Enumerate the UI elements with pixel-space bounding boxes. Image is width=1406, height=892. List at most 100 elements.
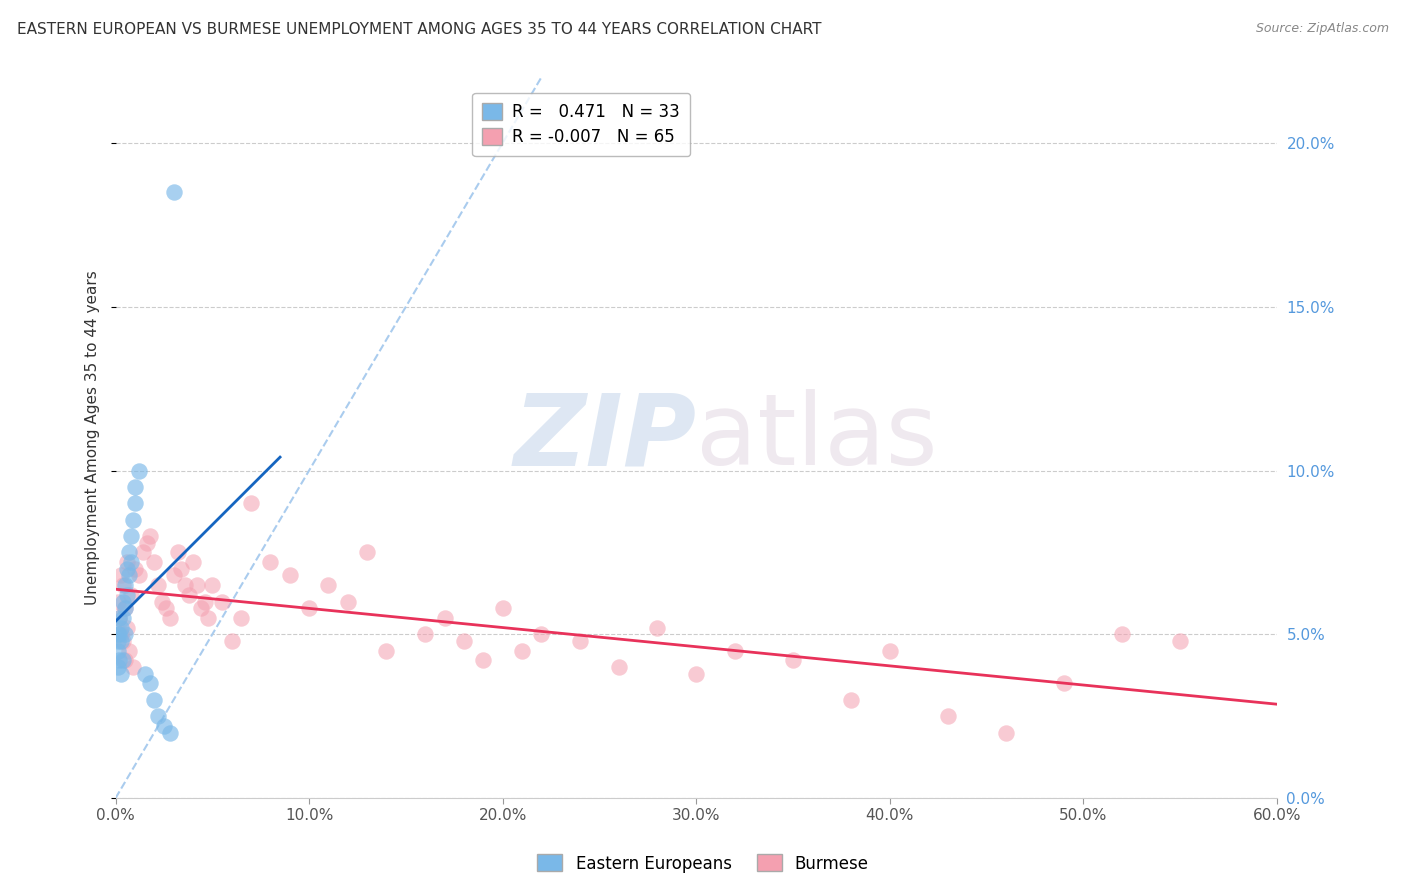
Point <box>139 529 162 543</box>
Point <box>336 594 359 608</box>
Point <box>108 611 131 625</box>
Point <box>994 725 1017 739</box>
Point <box>115 555 138 569</box>
Point <box>186 578 208 592</box>
Point <box>107 594 129 608</box>
Point <box>118 545 141 559</box>
Point <box>112 633 135 648</box>
Point <box>112 578 135 592</box>
Point <box>120 588 142 602</box>
Point <box>112 594 135 608</box>
Point <box>107 627 129 641</box>
Point <box>259 555 281 569</box>
Point <box>110 568 132 582</box>
Point <box>569 633 592 648</box>
Point <box>114 653 136 667</box>
Point <box>1111 627 1133 641</box>
Point <box>510 643 533 657</box>
Text: Source: ZipAtlas.com: Source: ZipAtlas.com <box>1256 22 1389 36</box>
Point <box>124 562 146 576</box>
Point <box>135 535 157 549</box>
Point <box>107 660 129 674</box>
Point <box>211 594 233 608</box>
Point <box>128 568 150 582</box>
Point <box>114 601 136 615</box>
Text: EASTERN EUROPEAN VS BURMESE UNEMPLOYMENT AMONG AGES 35 TO 44 YEARS CORRELATION C: EASTERN EUROPEAN VS BURMESE UNEMPLOYMENT… <box>17 22 821 37</box>
Legend: R =   0.471   N = 33, R = -0.007   N = 65: R = 0.471 N = 33, R = -0.007 N = 65 <box>472 93 690 156</box>
Point <box>110 621 132 635</box>
Point <box>120 529 142 543</box>
Point <box>174 578 197 592</box>
Point <box>124 480 146 494</box>
Point <box>112 611 135 625</box>
Point <box>150 594 173 608</box>
Point <box>114 578 136 592</box>
Point <box>298 601 321 615</box>
Point <box>122 660 145 674</box>
Point <box>782 653 804 667</box>
Point <box>724 643 747 657</box>
Point <box>607 660 630 674</box>
Point <box>375 643 398 657</box>
Point <box>221 633 243 648</box>
Point <box>143 693 166 707</box>
Point <box>155 601 177 615</box>
Point <box>115 588 138 602</box>
Point <box>1168 633 1191 648</box>
Text: atlas: atlas <box>696 389 938 486</box>
Point <box>179 588 201 602</box>
Point <box>472 653 495 667</box>
Point <box>839 693 862 707</box>
Point <box>110 666 132 681</box>
Point <box>1053 676 1076 690</box>
Point <box>413 627 436 641</box>
Point <box>879 643 901 657</box>
Point <box>143 555 166 569</box>
Point <box>146 578 169 592</box>
Point <box>194 594 217 608</box>
Point <box>936 709 959 723</box>
Point <box>131 545 153 559</box>
Point <box>124 496 146 510</box>
Point <box>110 633 132 648</box>
Point <box>115 562 138 576</box>
Point <box>356 545 378 559</box>
Point <box>190 601 212 615</box>
Point <box>108 611 131 625</box>
Point <box>128 463 150 477</box>
Point <box>201 578 224 592</box>
Point <box>491 601 513 615</box>
Point <box>240 496 263 510</box>
Point <box>197 611 219 625</box>
Point <box>530 627 553 641</box>
Point <box>146 709 169 723</box>
Point <box>153 719 176 733</box>
Y-axis label: Unemployment Among Ages 35 to 44 years: Unemployment Among Ages 35 to 44 years <box>86 270 100 605</box>
Point <box>162 568 184 582</box>
Point <box>139 676 162 690</box>
Point <box>318 578 340 592</box>
Legend: Eastern Europeans, Burmese: Eastern Europeans, Burmese <box>530 847 876 880</box>
Point <box>278 568 301 582</box>
Point <box>162 185 184 199</box>
Point <box>453 633 475 648</box>
Point <box>118 568 141 582</box>
Point <box>170 562 193 576</box>
Point <box>118 643 141 657</box>
Point <box>108 627 131 641</box>
Point <box>122 513 145 527</box>
Point <box>108 653 131 667</box>
Point <box>114 601 136 615</box>
Text: ZIP: ZIP <box>513 389 696 486</box>
Point <box>112 653 135 667</box>
Point <box>115 621 138 635</box>
Point <box>110 627 132 641</box>
Point <box>107 643 129 657</box>
Point <box>159 725 181 739</box>
Point <box>120 555 142 569</box>
Point <box>114 627 136 641</box>
Point <box>647 621 669 635</box>
Point <box>166 545 188 559</box>
Point <box>433 611 456 625</box>
Point <box>231 611 253 625</box>
